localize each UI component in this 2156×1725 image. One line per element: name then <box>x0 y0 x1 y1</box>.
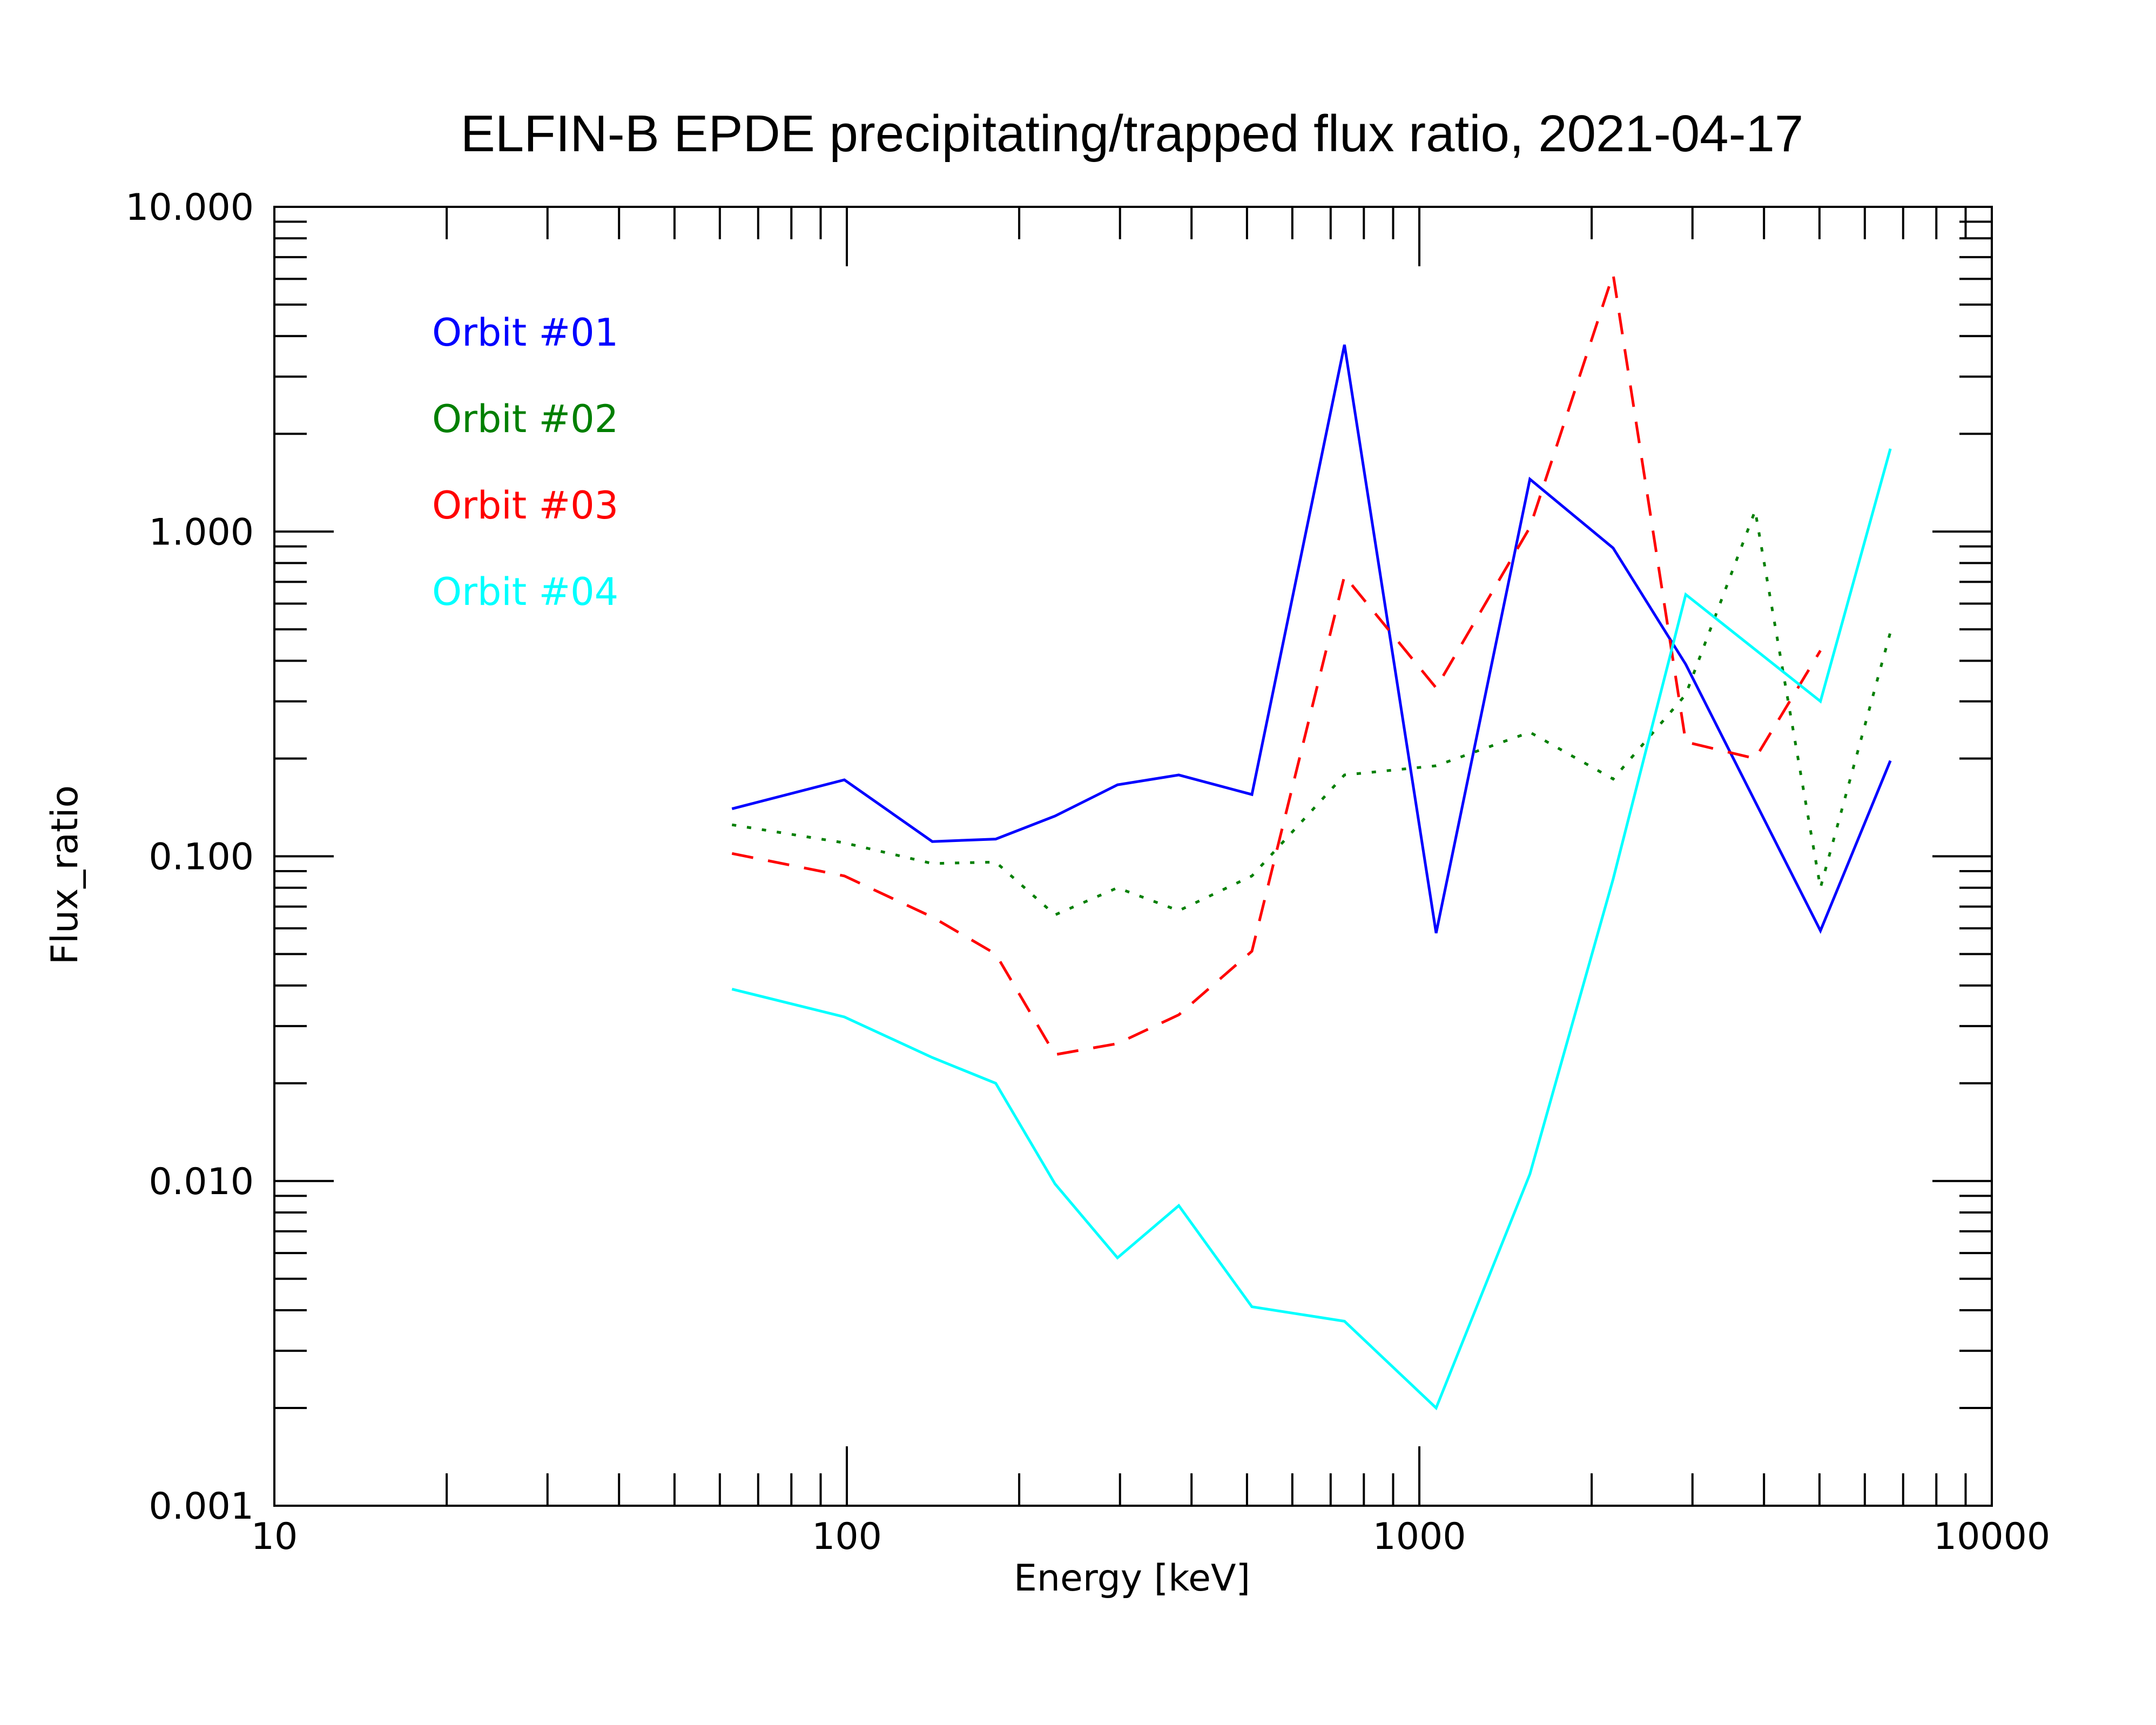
x-tick-label: 10000 <box>1933 1515 2050 1558</box>
series-line-orbit-3 <box>731 274 1822 1056</box>
y-tick-label: 0.010 <box>149 1161 254 1203</box>
series-layer <box>731 274 1892 1411</box>
y-tick-label: 0.001 <box>149 1485 254 1528</box>
legend-entry: Orbit #04 <box>432 570 618 614</box>
chart-title: ELFIN-B EPDE precipitating/trapped flux … <box>461 105 1804 163</box>
series-line-orbit-1 <box>731 344 1892 934</box>
legend: Orbit #01 Orbit #02 Orbit #03 Orbit #04 <box>432 311 618 614</box>
plot-frame <box>273 206 1993 1507</box>
y-tick-label: 0.100 <box>149 836 254 879</box>
y-axis-label: Flux_ratio <box>44 785 86 965</box>
x-axis-label: Energy [keV] <box>1014 1557 1250 1600</box>
legend-entry: Orbit #02 <box>432 397 618 441</box>
y-tick-label: 1.000 <box>149 511 254 554</box>
x-tick-label: 1000 <box>1372 1515 1466 1558</box>
x-tick-label: 10 <box>251 1515 298 1558</box>
x-tick-label: 100 <box>812 1515 882 1558</box>
legend-entry: Orbit #03 <box>432 483 618 528</box>
series-line-orbit-4 <box>731 448 1892 1411</box>
y-tick-label: 10.000 <box>125 186 254 229</box>
axis-ticks <box>274 207 1992 1506</box>
tick-labels: 10 100 1000 10000 0.001 0.010 0.100 1.000 10.000 <box>125 186 2050 1558</box>
legend-entry: Orbit #01 <box>432 311 618 355</box>
series-line-orbit-2 <box>731 506 1892 917</box>
